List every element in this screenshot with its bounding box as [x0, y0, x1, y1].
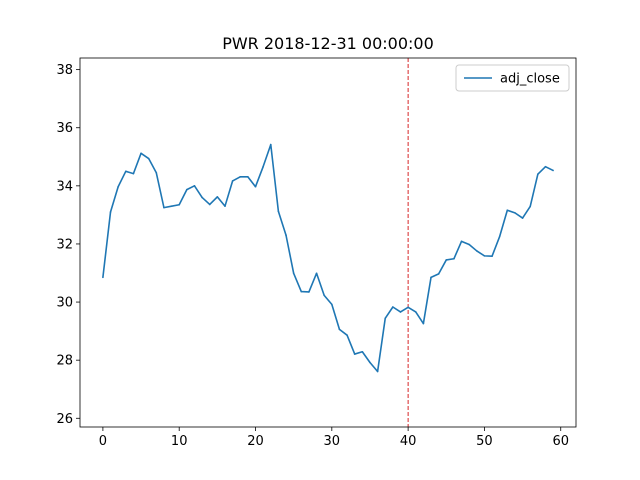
y-tick-label: 28: [56, 354, 73, 369]
y-axis: 26 28 30 32 34 36 38: [56, 63, 80, 427]
data-point: [506, 209, 509, 212]
data-point: [231, 180, 234, 182]
chart-title: PWR 2018-12-31 00:00:00: [222, 34, 434, 53]
data-point: [476, 250, 478, 252]
x-tick-label: 10: [171, 434, 188, 449]
data-point: [186, 188, 188, 191]
data-point: [315, 272, 318, 275]
data-point: [422, 322, 425, 325]
data-point: [277, 210, 280, 213]
data-point: [193, 185, 196, 187]
data-point: [491, 255, 493, 257]
data-point: [399, 311, 402, 313]
data-point: [147, 157, 150, 160]
data-point: [498, 235, 501, 238]
data-point: [483, 255, 486, 257]
data-point: [300, 290, 303, 293]
legend-box: [455, 64, 570, 92]
data-point: [392, 306, 394, 308]
legend: adj_close: [455, 64, 570, 92]
data-point: [201, 196, 203, 199]
data-point: [331, 303, 333, 306]
data-point: [285, 234, 287, 237]
data-point: [178, 203, 180, 206]
data-point: [323, 294, 325, 297]
data-point: [437, 273, 440, 275]
data-point: [292, 272, 295, 275]
data-point: [208, 203, 211, 206]
x-tick-label: 60: [552, 434, 569, 449]
series-layer: [102, 143, 554, 373]
data-point: [376, 370, 379, 373]
x-axis: 0 10 20 30 40 50 60: [99, 427, 569, 449]
data-point: [445, 259, 448, 261]
data-point: [308, 291, 310, 293]
data-point: [453, 257, 455, 260]
data-point: [514, 212, 516, 214]
x-tick-label: 50: [476, 434, 493, 449]
data-point: [170, 205, 173, 207]
data-point: [163, 206, 165, 209]
data-point: [102, 276, 104, 279]
data-point: [361, 350, 364, 353]
series-line-adj_close: [102, 143, 554, 373]
data-point: [247, 176, 249, 178]
data-point: [468, 243, 470, 246]
data-point: [430, 276, 432, 279]
data-point: [124, 170, 127, 173]
legend-label: adj_close: [500, 72, 560, 87]
data-point: [254, 185, 257, 188]
y-tick-label: 32: [56, 237, 73, 252]
data-point: [414, 311, 417, 313]
x-tick-label: 30: [324, 434, 341, 449]
data-point: [384, 317, 387, 320]
data-point: [346, 334, 348, 336]
data-point: [407, 306, 409, 309]
y-tick-label: 36: [56, 121, 73, 136]
data-point: [552, 169, 554, 172]
data-point: [369, 361, 371, 364]
data-point: [216, 196, 219, 198]
axes-frame: [79, 57, 577, 428]
x-tick-label: 40: [400, 434, 417, 449]
data-point: [109, 211, 112, 213]
data-point: [224, 205, 226, 207]
data-point: [262, 165, 264, 168]
x-tick-label: 20: [247, 434, 264, 449]
data-point: [460, 240, 463, 243]
data-point: [544, 165, 547, 168]
y-tick-label: 34: [56, 179, 73, 194]
data-point: [529, 205, 532, 208]
data-point: [353, 353, 356, 355]
data-point: [239, 176, 242, 178]
y-tick-label: 30: [56, 296, 73, 311]
data-point: [117, 185, 119, 188]
data-point: [338, 328, 341, 331]
data-point: [537, 173, 539, 176]
plot-area: [80, 58, 576, 427]
data-point: [155, 171, 158, 174]
plot-background: [80, 58, 576, 427]
x-tick-label: 0: [99, 434, 107, 449]
y-tick-label: 26: [56, 412, 73, 427]
data-point: [269, 143, 272, 146]
y-tick-label: 38: [56, 63, 73, 78]
data-point: [521, 217, 524, 219]
data-point: [140, 152, 142, 155]
data-point: [132, 172, 135, 175]
